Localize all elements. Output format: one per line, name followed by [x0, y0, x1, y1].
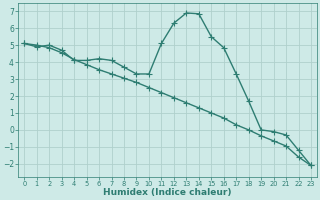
- X-axis label: Humidex (Indice chaleur): Humidex (Indice chaleur): [103, 188, 232, 197]
